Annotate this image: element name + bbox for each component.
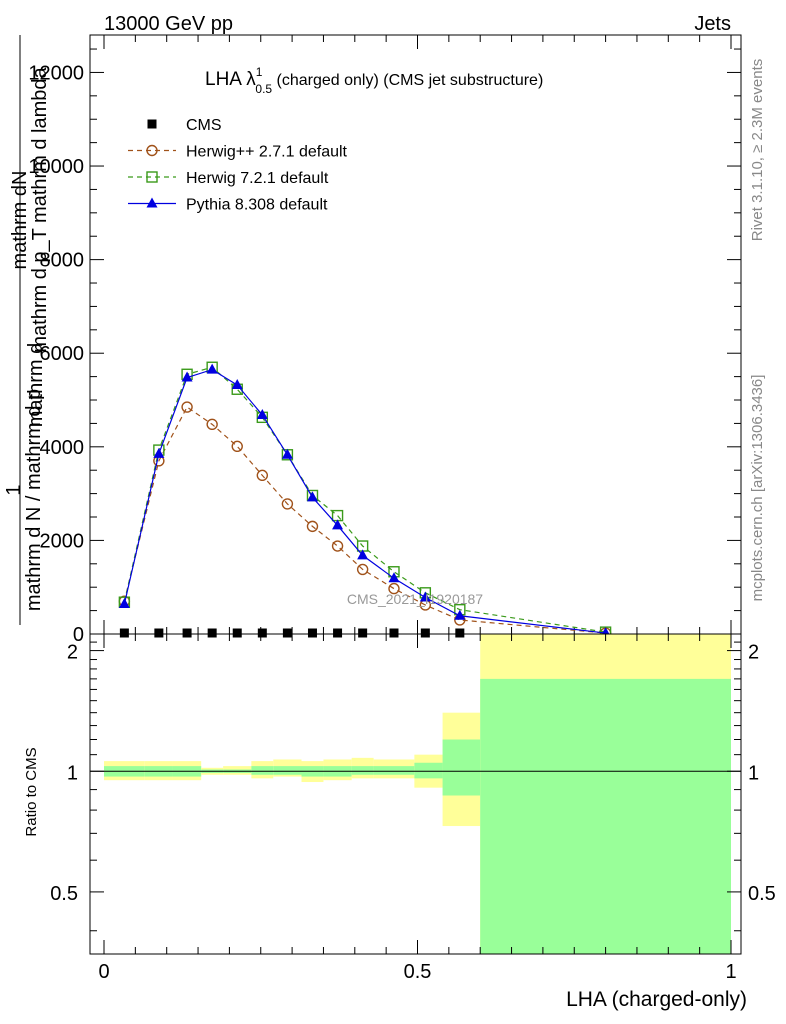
ratio-ytick-label: 1 [67,762,78,784]
series-marker-0 [257,628,267,638]
series-marker-3 [357,549,369,560]
analysis-watermark: CMS_2021_I1920187 [347,591,483,607]
rivet-label: Rivet 3.1.10, ≥ 2.3M events [749,59,766,242]
energy-label: 13000 GeV pp [104,13,233,35]
xaxis-label: LHA (charged-only) [566,988,747,1011]
main-title: LHA λ1 0.5 (charged only) (CMS jet substr… [205,65,543,96]
ratio-inner-band [251,766,274,775]
series-marker-0 [182,628,192,638]
legend-marker [146,144,158,157]
ratio-xtick-label: 0 [98,961,109,983]
series-marker-0 [119,628,129,638]
legend-label: CMS [186,117,222,134]
series-marker-3 [306,491,318,502]
ylabel-den: mathrm d p_T mathrm d lambda [29,66,51,352]
series-marker-3 [181,371,193,382]
ratio-ytick-label-right: 2 [748,642,759,664]
series-marker-1 [356,563,369,576]
series-marker-1 [231,440,243,453]
series-marker-3 [118,598,130,609]
ratio-inner-band [414,762,443,779]
legend-marker [146,171,158,183]
ratio-inner-band [373,766,415,775]
series-marker-0 [389,628,399,638]
ratio-ytick-label-right: 1 [748,762,759,784]
main-ytick-label: 0 [73,624,84,646]
ratio-inner-band [442,739,481,796]
main-ytick-label: 12000 [28,62,84,84]
legend-marker [146,197,158,208]
series-marker-3 [231,379,243,390]
ylabel-prefix: 1 [3,484,25,495]
series-marker-0 [358,628,368,638]
legend-marker [147,119,157,129]
series-marker-3 [153,447,165,458]
series-line-3 [123,368,606,634]
legend-label: Herwig 7.2.1 default [186,170,329,187]
series-marker-0 [455,628,465,638]
main-ytick-label: 6000 [40,343,85,365]
legend-label: Herwig++ 2.7.1 default [186,144,348,161]
ratio-ytick-label-right: 0.5 [748,883,776,905]
series-marker-1 [281,498,294,510]
main-ytick-label: 8000 [40,250,85,272]
series-marker-1 [331,540,344,552]
ratio-inner-band [273,766,302,775]
mcplots-label: mcplots.cern.ch [arXiv:1306.3436] [749,375,766,602]
ratio-inner-band [480,678,731,954]
series-marker-1 [388,582,400,595]
ratio-ylabel: Ratio to CMS [23,747,40,836]
series-marker-1 [181,401,193,413]
series-marker-0 [307,628,317,638]
series-marker-1 [206,418,218,431]
ratio-xtick-label: 0.5 [404,961,432,983]
series-marker-3 [206,363,218,374]
ratio-inner-band [351,766,374,775]
series-marker-0 [333,628,343,638]
ratio-frame [89,633,742,955]
legend: CMS Herwig++ 2.7.1 default Herwig 7.2.1 de… [128,117,348,214]
process-label: Jets [694,13,731,35]
main-panel: 0 2000 4000 6000 8000 10000 12000 CMS_2021_I19… [3,34,742,646]
ylabel-bottom-num: mathrm d [25,343,47,427]
series-marker-0 [154,628,164,638]
main-ytick-label: 2000 [40,530,85,552]
series-marker-3 [256,408,268,419]
ratio-panel: 0.5 0.5 1 1 2 2 0 0.5 1 Ratio to CMS LHA (charge… [23,633,776,1011]
series-marker-1 [306,520,319,533]
main-ytick-label: 10000 [28,156,84,178]
ratio-ytick-label: 2 [67,642,78,664]
series-marker-0 [232,628,242,638]
series-marker-3 [454,609,466,620]
legend-label: Pythia 8.308 default [186,197,328,214]
series-marker-0 [207,628,217,638]
ratio-ytick-label: 0.5 [50,883,78,905]
ratio-xtick-label: 1 [725,961,736,983]
series-marker-3 [281,448,293,459]
series-marker-1 [256,469,269,482]
main-ylabel: mathrm dN mathrm d p_T mathrm d lambda 1… [3,35,51,625]
series-marker-3 [388,572,400,583]
ylabel-bottom: mathrm d N / mathrm d p [23,389,45,611]
series-marker-0 [420,628,430,638]
series-marker-0 [282,628,292,638]
series-marker-3 [332,519,344,530]
series-marker-3 [419,591,431,602]
main-ytick-label: 4000 [40,437,85,459]
